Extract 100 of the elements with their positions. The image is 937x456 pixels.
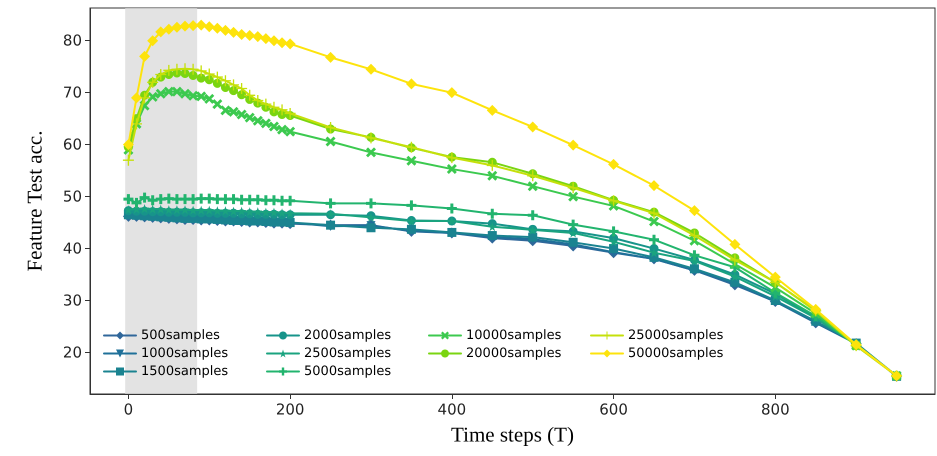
point — [163, 64, 174, 76]
legend-label: 10000samples — [466, 328, 562, 343]
point — [252, 116, 263, 126]
y-tick-label: 80 — [62, 32, 82, 50]
point — [527, 170, 538, 182]
point — [366, 147, 376, 158]
legend-label: 1500samples — [141, 364, 228, 379]
point — [528, 181, 538, 192]
point — [196, 194, 206, 204]
point — [156, 88, 166, 99]
point — [260, 118, 271, 128]
point — [268, 102, 280, 113]
point — [236, 110, 247, 120]
point — [649, 216, 660, 227]
point — [260, 98, 272, 110]
point — [236, 83, 248, 94]
point — [164, 194, 174, 204]
point — [609, 244, 618, 254]
point — [406, 156, 416, 166]
point — [172, 205, 182, 214]
point — [268, 121, 279, 132]
point — [188, 64, 199, 75]
point — [148, 195, 158, 206]
point — [196, 91, 206, 102]
point — [180, 205, 190, 214]
x-tick-label: 200 — [276, 400, 304, 418]
point — [729, 254, 740, 266]
point — [148, 92, 158, 102]
point — [188, 194, 198, 204]
legend-label: 5000samples — [304, 364, 392, 379]
point — [131, 198, 142, 208]
point — [130, 92, 142, 104]
point — [212, 99, 222, 110]
point — [326, 136, 336, 147]
point — [244, 194, 255, 205]
point — [122, 154, 134, 166]
y-tick-label: 50 — [62, 188, 82, 206]
legend-label: 500samples — [141, 328, 220, 343]
point — [608, 158, 620, 170]
point — [155, 26, 166, 38]
point — [123, 194, 134, 204]
legend-label: 25000samples — [628, 328, 724, 343]
point — [172, 86, 182, 97]
point — [244, 90, 256, 101]
point — [196, 65, 207, 76]
point — [568, 220, 578, 230]
point — [688, 205, 700, 216]
point — [326, 198, 336, 208]
point — [188, 90, 198, 101]
point — [196, 74, 206, 83]
point — [164, 86, 174, 97]
point — [220, 206, 230, 216]
point — [486, 160, 498, 171]
point — [228, 79, 240, 90]
point — [366, 198, 376, 208]
point — [204, 21, 215, 32]
point — [196, 20, 207, 31]
point — [729, 238, 740, 250]
point — [228, 26, 240, 38]
point — [212, 72, 223, 83]
point — [155, 69, 166, 80]
point — [237, 206, 246, 216]
point — [204, 194, 214, 204]
point — [204, 68, 215, 80]
point — [180, 88, 190, 99]
y-tick-label: 40 — [62, 240, 82, 258]
point — [770, 272, 781, 283]
point — [140, 192, 150, 203]
point — [220, 24, 231, 36]
point — [568, 192, 578, 202]
point — [156, 194, 166, 204]
point — [648, 180, 660, 192]
point — [650, 248, 659, 258]
point — [220, 75, 231, 86]
point — [260, 33, 272, 44]
point — [163, 24, 174, 35]
y-axis-title: Feature Test acc. — [22, 130, 46, 272]
y-tick-label: 70 — [62, 84, 82, 102]
legend-label: 50000samples — [628, 346, 724, 361]
point — [285, 196, 296, 206]
point — [139, 50, 150, 62]
y-tick-label: 60 — [62, 136, 82, 154]
legend-label: 20000samples — [466, 346, 562, 361]
point — [204, 94, 214, 104]
point — [236, 28, 248, 40]
point — [568, 140, 579, 151]
legend-label: 2500samples — [304, 346, 392, 361]
point — [244, 112, 255, 123]
y-tick-label: 30 — [62, 291, 82, 310]
x-tick-label: 800 — [760, 400, 790, 418]
point — [568, 182, 579, 194]
point — [268, 35, 280, 46]
point — [277, 124, 288, 135]
point — [284, 108, 296, 119]
point — [188, 20, 199, 32]
point — [140, 204, 150, 214]
point — [487, 208, 498, 219]
point — [220, 82, 230, 92]
point — [220, 105, 230, 116]
point — [487, 170, 498, 181]
